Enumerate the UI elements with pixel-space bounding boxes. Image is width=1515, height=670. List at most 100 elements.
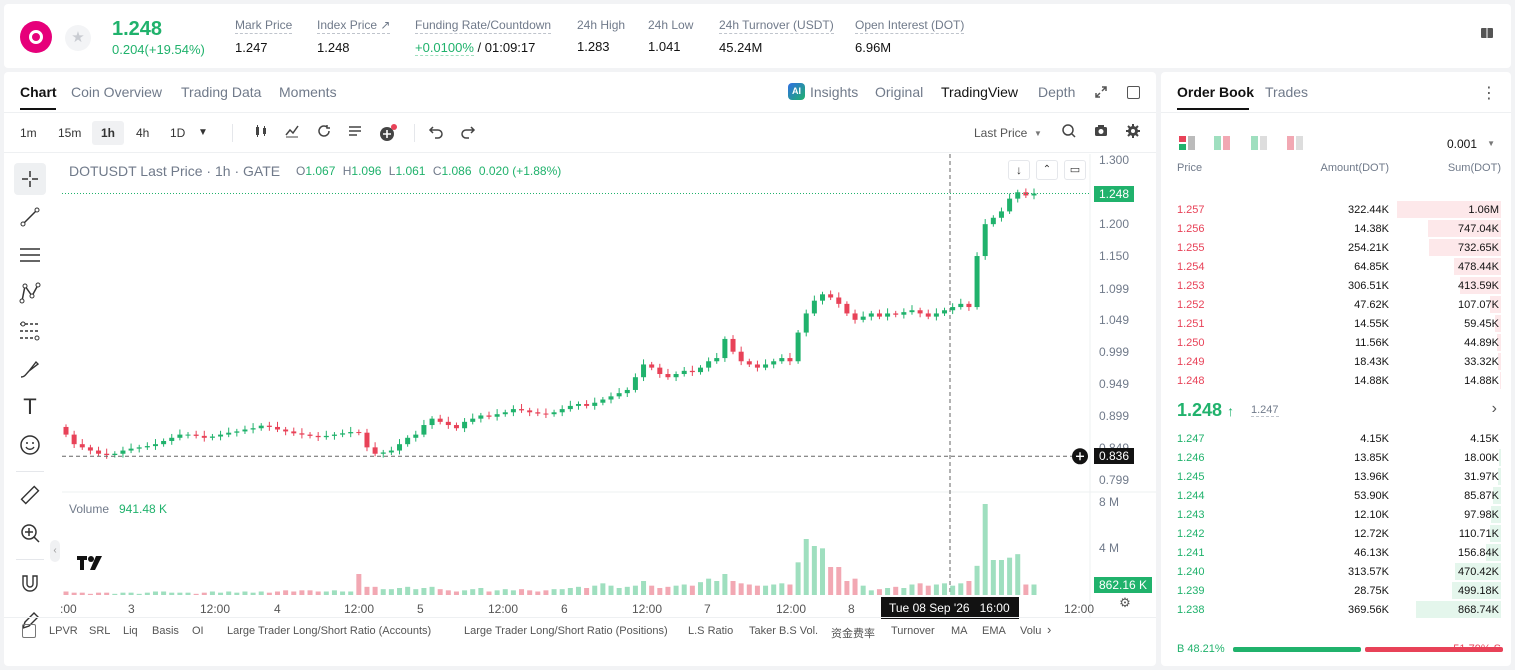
tab-trading-data[interactable]: Trading Data <box>181 84 262 100</box>
stat-24h-turnover[interactable]: 24h Turnover (USDT) 45.24M <box>719 18 834 55</box>
view-asks-icon[interactable] <box>1287 136 1303 150</box>
tab-moments[interactable]: Moments <box>279 84 337 100</box>
undo-icon[interactable] <box>426 123 446 143</box>
bid-row[interactable]: 1.240 313.57K 470.42K <box>1161 562 1511 581</box>
indicator-item[interactable]: Volu <box>1020 625 1042 637</box>
tab-chart[interactable]: Chart <box>20 84 57 100</box>
ask-row[interactable]: 1.252 47.62K 107.07K <box>1161 295 1511 314</box>
bid-row[interactable]: 1.239 28.75K 499.18K <box>1161 581 1511 600</box>
view-bids-icon[interactable] <box>1251 136 1267 150</box>
view-original[interactable]: Original <box>875 84 924 100</box>
view-depth[interactable]: Depth <box>1038 84 1076 100</box>
view-both-icon[interactable] <box>1179 136 1195 150</box>
indicator-item[interactable]: OI <box>192 625 204 637</box>
trend-line-tool-icon[interactable] <box>14 201 46 233</box>
pencil-lock-tool-icon[interactable] <box>14 605 46 637</box>
stat-funding-rate[interactable]: Funding Rate/Countdown +0.0100% / 01:09:… <box>415 18 552 56</box>
fullscreen-icon[interactable] <box>1127 86 1140 99</box>
settings-gear-icon[interactable] <box>1123 123 1143 143</box>
collapse-toolbar-icon[interactable]: ‹ <box>50 540 60 562</box>
view-tradingview[interactable]: TradingView <box>941 84 1019 100</box>
price-type-chevron-icon[interactable]: ▼ <box>1034 129 1042 138</box>
ask-row[interactable]: 1.248 14.88K 14.88K <box>1161 371 1511 390</box>
crosshair-tool-icon[interactable] <box>14 163 46 195</box>
chevron-right-icon[interactable]: › <box>1491 400 1497 417</box>
tab-coin-overview[interactable]: Coin Overview <box>71 84 163 100</box>
price-type-select[interactable]: Last Price <box>974 126 1028 140</box>
indicators-icon[interactable] <box>282 123 302 143</box>
redo-icon[interactable] <box>458 123 478 143</box>
indicator-item[interactable]: LPVR <box>49 625 78 637</box>
indicator-item[interactable]: EMA <box>982 625 1006 637</box>
indicator-item[interactable]: Turnover <box>891 625 935 637</box>
indicator-item[interactable]: Basis <box>152 625 179 637</box>
timeframe-4h[interactable]: 4h <box>136 126 150 140</box>
more-options-icon[interactable]: ⋮ <box>1481 85 1497 102</box>
bid-row[interactable]: 1.246 13.85K 18.00K <box>1161 448 1511 467</box>
indicator-item[interactable]: Large Trader Long/Short Ratio (Accounts) <box>227 625 432 637</box>
add-indicator-icon[interactable] <box>378 123 398 143</box>
indicator-panel-icon[interactable] <box>22 624 36 638</box>
ask-row[interactable]: 1.250 11.56K 44.89K <box>1161 333 1511 352</box>
ask-row[interactable]: 1.251 14.55K 59.45K <box>1161 314 1511 333</box>
timeframe-1h[interactable]: 1h <box>101 126 116 140</box>
timeframe-1m[interactable]: 1m <box>20 126 37 140</box>
pattern-tool-icon[interactable] <box>14 277 46 309</box>
camera-icon[interactable] <box>1091 123 1111 143</box>
price-chart[interactable] <box>4 72 1156 666</box>
bid-row[interactable]: 1.244 53.90K 85.87K <box>1161 486 1511 505</box>
indicator-item[interactable]: Taker B.S Vol. <box>749 625 819 637</box>
crosshair-add-icon[interactable] <box>1072 448 1088 465</box>
indicator-item[interactable]: SRL <box>89 625 111 637</box>
scroll-down-icon[interactable]: ↓ <box>1008 160 1030 180</box>
emoji-tool-icon[interactable] <box>14 429 46 461</box>
tab-order-book[interactable]: Order Book <box>1177 84 1255 100</box>
zoom-in-icon[interactable] <box>14 517 46 549</box>
precision-chevron-icon[interactable]: ▼ <box>1487 139 1495 148</box>
indicator-item[interactable]: MA <box>951 625 968 637</box>
indicator-bar-next-icon[interactable]: › <box>1047 622 1052 637</box>
view-split-icon[interactable] <box>1214 136 1230 150</box>
indicator-item[interactable]: Large Trader Long/Short Ratio (Positions… <box>464 625 668 637</box>
indicator-item[interactable]: Liq <box>123 625 138 637</box>
brush-tool-icon[interactable] <box>14 353 46 385</box>
bid-row[interactable]: 1.247 4.15K 4.15K <box>1161 429 1511 448</box>
stat-mark-price[interactable]: Mark Price 1.247 <box>235 18 293 55</box>
indicator-item[interactable]: 资金费率 <box>831 628 875 640</box>
bid-row[interactable]: 1.242 12.72K 110.71K <box>1161 524 1511 543</box>
expand-icon[interactable] <box>1093 84 1109 100</box>
timeframe-dropdown-icon[interactable]: ▼ <box>198 127 208 138</box>
chart-settings-icon[interactable]: ⚙ <box>1119 595 1131 610</box>
ask-row[interactable]: 1.254 64.85K 478.44K <box>1161 257 1511 276</box>
ask-row[interactable]: 1.256 14.38K 747.04K <box>1161 219 1511 238</box>
bid-row[interactable]: 1.243 12.10K 97.98K <box>1161 505 1511 524</box>
magnet-tool-icon[interactable] <box>14 567 46 599</box>
bid-row[interactable]: 1.245 13.96K 31.97K <box>1161 467 1511 486</box>
ask-row[interactable]: 1.253 306.51K 413.59K <box>1161 276 1511 295</box>
book-icon[interactable] <box>1477 26 1497 46</box>
text-tool-icon[interactable]: T <box>23 394 37 419</box>
tab-trades[interactable]: Trades <box>1265 84 1309 100</box>
ask-row[interactable]: 1.255 254.21K 732.65K <box>1161 238 1511 257</box>
stat-index-price[interactable]: Index Price ↗ 1.248 <box>317 18 391 55</box>
maximize-chart-icon[interactable]: ▭ <box>1064 160 1086 180</box>
indicator-item[interactable]: L.S Ratio <box>688 625 734 637</box>
ask-row[interactable]: 1.249 18.43K 33.32K <box>1161 352 1511 371</box>
ask-row[interactable]: 1.257 322.44K 1.06M <box>1161 200 1511 219</box>
ruler-tool-icon[interactable] <box>14 479 46 511</box>
stat-open-interest[interactable]: Open Interest (DOT) 6.96M <box>855 18 965 55</box>
precision-select[interactable]: 0.001 <box>1446 137 1477 151</box>
timeframe-15m[interactable]: 15m <box>58 126 82 140</box>
favorite-star-icon[interactable]: ★ <box>65 25 91 51</box>
fib-tool-icon[interactable] <box>14 315 46 347</box>
collapse-chart-icon[interactable]: ⌃ <box>1036 160 1058 180</box>
templates-icon[interactable] <box>345 123 365 143</box>
bid-row[interactable]: 1.241 46.13K 156.84K <box>1161 543 1511 562</box>
horizontal-lines-tool-icon[interactable] <box>14 239 46 271</box>
timeframe-1d[interactable]: 1D <box>170 126 186 140</box>
search-icon[interactable] <box>1059 123 1079 143</box>
candle-style-icon[interactable] <box>251 123 271 143</box>
refresh-icon[interactable] <box>314 123 334 143</box>
view-insights[interactable]: Insights <box>810 84 859 100</box>
bid-row[interactable]: 1.238 369.56K 868.74K <box>1161 600 1511 619</box>
